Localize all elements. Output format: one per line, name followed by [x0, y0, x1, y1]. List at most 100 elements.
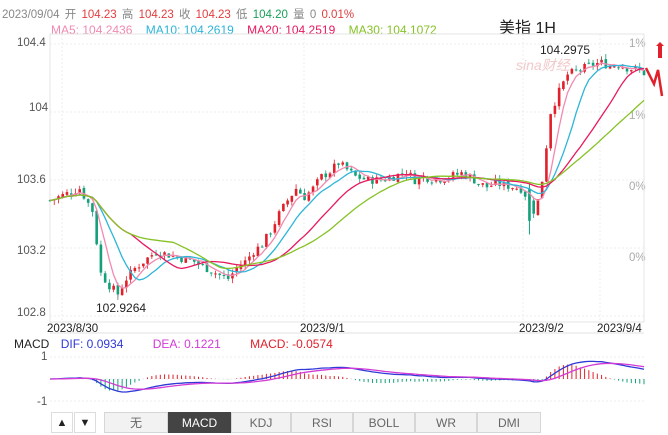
candle — [371, 177, 374, 184]
candle — [260, 246, 264, 248]
candle — [587, 62, 591, 64]
candle — [205, 263, 209, 272]
candle — [150, 255, 154, 257]
chart-title: 美指 1H — [499, 20, 556, 37]
tab-macd[interactable]: MACD — [168, 412, 231, 433]
volume-value: 0 — [309, 9, 317, 21]
candle — [540, 181, 544, 198]
candle — [472, 174, 476, 184]
tab-rsi[interactable]: RSI — [291, 412, 353, 433]
candle — [409, 172, 412, 174]
candle — [383, 180, 387, 182]
candle — [307, 192, 311, 201]
candle — [426, 176, 429, 182]
candle — [269, 233, 272, 235]
high-label: 高 — [121, 9, 134, 21]
ma10-line — [49, 64, 645, 281]
candle — [434, 179, 438, 182]
candle — [617, 67, 620, 69]
candle — [519, 187, 523, 193]
price-tick: 102.8 — [17, 307, 46, 319]
candle — [417, 177, 421, 185]
volume-label: 量 — [293, 9, 305, 21]
candle — [515, 188, 519, 190]
tab-none[interactable]: 无 — [104, 412, 168, 433]
trend-arrow-icon — [656, 42, 664, 58]
plot-frame — [49, 33, 645, 323]
scroll-down-button[interactable]: ▼ — [74, 412, 96, 433]
open-value: 104.23 — [81, 9, 117, 21]
change-value: 0.01% — [321, 9, 355, 21]
candle — [108, 282, 111, 290]
high-value: 104.23 — [138, 9, 174, 21]
candle — [282, 203, 285, 212]
candle — [600, 59, 603, 63]
candle — [591, 62, 595, 66]
tab-boll[interactable]: BOLL — [353, 412, 415, 433]
candle — [316, 179, 319, 186]
candle — [362, 177, 366, 180]
candle — [222, 274, 226, 276]
ma20-line — [49, 67, 645, 270]
price-tick: 104.4 — [17, 37, 46, 49]
candle — [192, 259, 196, 262]
candle — [456, 172, 459, 175]
candle — [396, 173, 400, 182]
candle — [439, 180, 442, 183]
candle — [629, 70, 633, 72]
candle — [583, 63, 586, 72]
candle — [328, 173, 332, 178]
scroll-up-button[interactable]: ▲ — [51, 412, 73, 433]
tab-dmi[interactable]: DMI — [477, 412, 541, 433]
candle — [137, 267, 141, 269]
quote-header: 2023/09/04 开 104.23 高 104.23 收 104.23 低 … — [2, 6, 356, 22]
low-annotation: 102.9264 — [96, 301, 147, 315]
candle — [608, 66, 612, 69]
macd-tick: -1 — [37, 396, 48, 408]
candle — [320, 174, 323, 180]
candle — [180, 257, 183, 262]
candle — [146, 257, 149, 264]
candle — [485, 183, 489, 188]
candle — [209, 272, 213, 274]
candle — [574, 69, 578, 71]
candle — [129, 269, 132, 280]
candle — [332, 163, 336, 174]
candle — [235, 268, 238, 273]
tab-wr[interactable]: WR — [415, 412, 477, 433]
candle — [549, 114, 552, 149]
dif-legend: DIF: 0.0934 — [60, 337, 124, 351]
price-tick: 104 — [29, 102, 49, 114]
high-annotation: 104.2975 — [540, 43, 591, 57]
candle — [375, 177, 378, 184]
candle — [78, 189, 81, 194]
candle — [61, 193, 65, 198]
date-label: 2023/9/4 — [597, 323, 642, 335]
candle — [65, 192, 69, 195]
pct-tick: 1% — [629, 38, 646, 50]
candle — [133, 267, 137, 272]
macd-legend: MACD DIF: 0.0934 DEA: 0.1221 MACD: -0.05… — [14, 337, 337, 351]
candle — [142, 263, 145, 267]
candle — [511, 188, 514, 190]
candle — [557, 87, 561, 107]
candle — [311, 186, 315, 193]
candle — [634, 66, 637, 69]
candle — [48, 200, 52, 202]
date-label: 2023/9/2 — [519, 323, 564, 335]
candle — [69, 193, 73, 195]
close-value: 104.23 — [195, 9, 231, 21]
candle — [400, 173, 404, 175]
candle — [197, 261, 200, 265]
macd-value-legend: MACD: -0.0574 — [250, 337, 333, 351]
price-tick: 103.6 — [17, 174, 46, 186]
tab-kdj[interactable]: KDJ — [231, 412, 291, 433]
candle — [494, 179, 497, 185]
candle — [273, 224, 277, 233]
candle — [299, 189, 302, 194]
candle — [57, 196, 60, 200]
date-label: 2023/9/1 — [300, 323, 345, 335]
candle — [286, 200, 289, 205]
candle — [366, 176, 370, 180]
